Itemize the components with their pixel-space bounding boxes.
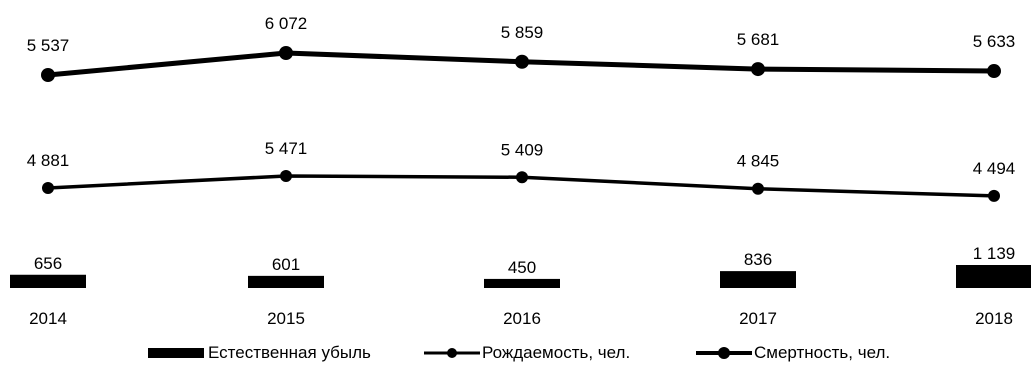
legend-label-birth: Рождаемость, чел. [482, 343, 631, 362]
data-label-decline-2018: 1 139 [973, 244, 1016, 263]
data-label-death-2016: 5 859 [501, 23, 544, 42]
bar-decline-2018 [956, 265, 1031, 288]
point-death-2018 [987, 64, 1001, 79]
x-tick-label-2016: 2016 [503, 309, 541, 328]
legend-line-swatch-death [696, 347, 752, 359]
bar-decline-2014 [10, 274, 86, 288]
x-tick-label-2018: 2018 [975, 309, 1013, 328]
data-label-birth-2016: 5 409 [501, 140, 544, 159]
legend-item-birth: Рождаемость, чел. [424, 338, 630, 368]
x-tick-label-2015: 2015 [267, 309, 305, 328]
x-tick-label-2014: 2014 [29, 309, 67, 328]
data-label-birth-2014: 4 881 [27, 151, 70, 170]
legend-label-death: Смертность, чел. [754, 343, 891, 362]
x-tick-label-2017: 2017 [739, 309, 777, 328]
point-birth-2014 [42, 182, 54, 194]
legend-label-decline: Естественная убыль [208, 343, 371, 362]
point-birth-2016 [516, 171, 528, 184]
point-birth-2018 [988, 189, 1000, 202]
data-label-death-2017: 5 681 [737, 30, 780, 49]
legend-line-swatch-birth [424, 348, 480, 358]
bar-decline-2015 [248, 275, 324, 288]
point-birth-2017 [752, 182, 764, 195]
legend-item-death: Смертность, чел. [696, 338, 890, 368]
data-label-death-2014: 5 537 [27, 36, 70, 55]
data-label-birth-2015: 5 471 [265, 139, 308, 158]
bar-decline-2016 [484, 278, 560, 288]
point-death-2016 [515, 54, 529, 69]
data-label-death-2018: 5 633 [973, 32, 1016, 51]
data-label-decline-2016: 450 [508, 258, 536, 277]
point-death-2014 [41, 68, 55, 82]
bar-decline-2017 [720, 271, 796, 288]
data-label-decline-2017: 836 [744, 250, 772, 269]
data-label-decline-2015: 601 [272, 255, 300, 274]
point-death-2015 [279, 46, 293, 60]
point-birth-2015 [280, 170, 292, 182]
legend-item-decline: Естественная убыль [148, 338, 371, 368]
chart-legend: Естественная убыль Рождаемость, чел. Сме… [0, 338, 1031, 368]
data-label-death-2015: 6 072 [265, 14, 308, 33]
legend-bar-swatch [148, 348, 204, 358]
data-label-decline-2014: 656 [34, 254, 62, 273]
data-label-birth-2018: 4 494 [973, 159, 1016, 178]
data-label-birth-2017: 4 845 [737, 152, 780, 171]
point-death-2017 [751, 62, 765, 77]
